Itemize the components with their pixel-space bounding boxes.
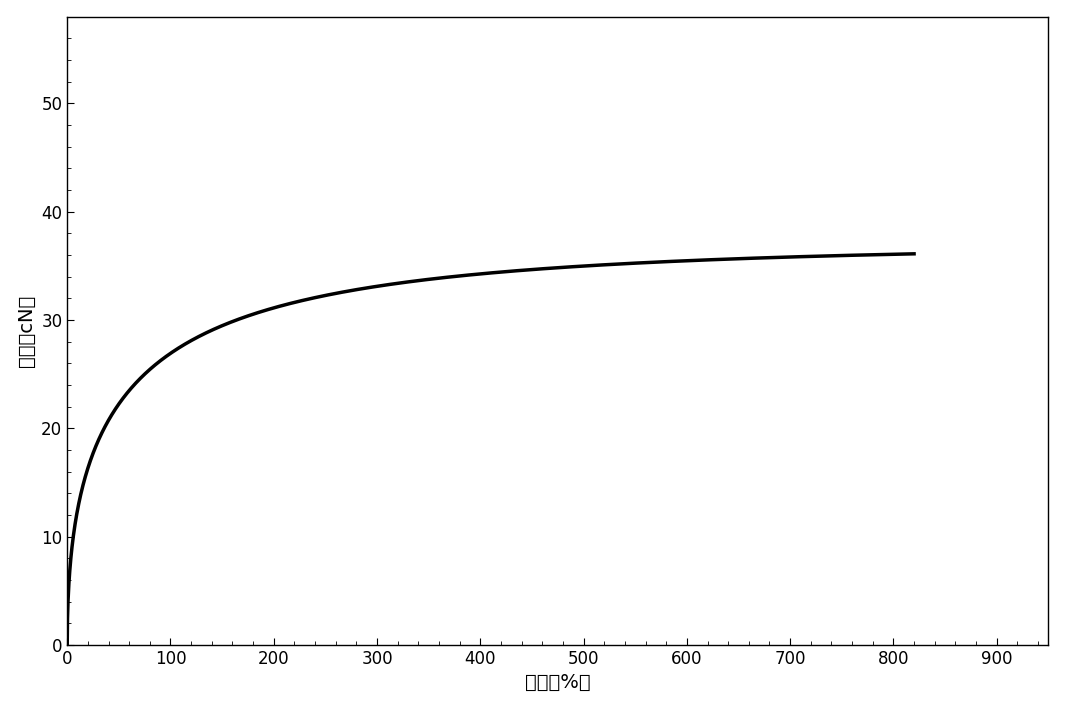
- X-axis label: 伸长（%）: 伸长（%）: [525, 674, 591, 692]
- Y-axis label: 张力（cN）: 张力（cN）: [17, 295, 35, 367]
